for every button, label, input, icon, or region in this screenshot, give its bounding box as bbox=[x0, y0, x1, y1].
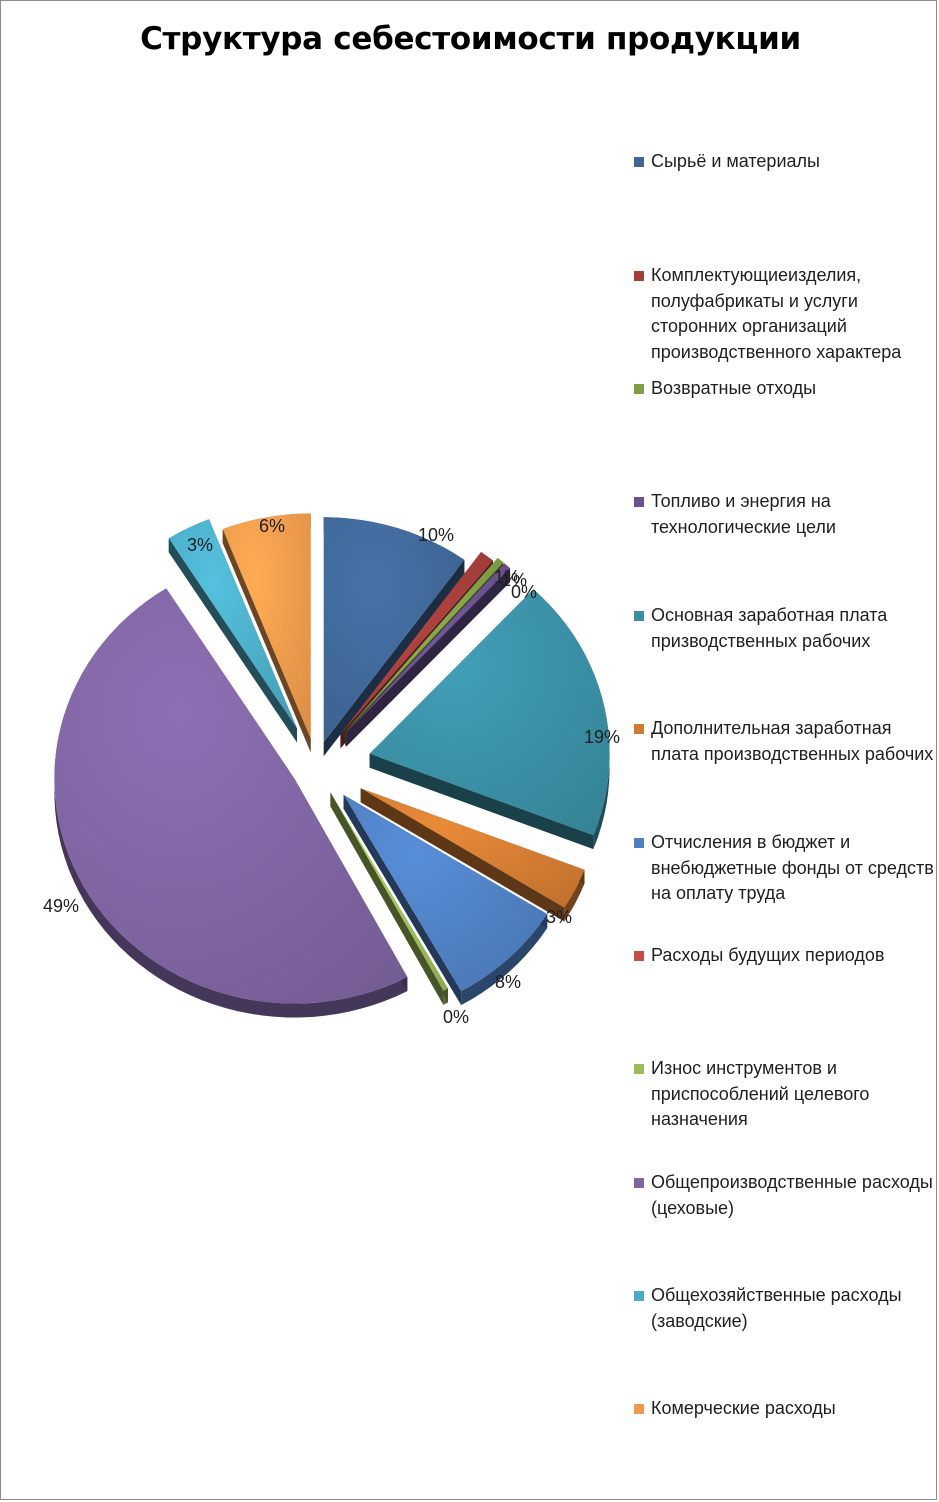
pie-slice-9 bbox=[330, 792, 448, 991]
data-label-12: 6% bbox=[259, 516, 285, 536]
legend-swatch bbox=[634, 951, 644, 961]
legend-swatch bbox=[634, 271, 644, 281]
data-label-11: 3% bbox=[187, 535, 213, 555]
legend-swatch bbox=[634, 1404, 644, 1414]
pie-chart: 10%1%1%0%19%3%8%0%49%3%6% bbox=[43, 513, 620, 1027]
legend-label: Отчисления в бюджет и внебюджетные фонды… bbox=[651, 832, 934, 903]
legend-label: Общехозяйственные расходы (заводские) bbox=[651, 1285, 902, 1331]
legend-label: Комерческие расходы bbox=[651, 1398, 836, 1418]
pie-slice-side bbox=[330, 792, 448, 1005]
data-label-3: 1% bbox=[501, 570, 527, 590]
pie-top-layer bbox=[54, 513, 610, 1004]
legend-swatch bbox=[634, 724, 644, 734]
legend-swatch bbox=[634, 1291, 644, 1301]
pie-slice-2 bbox=[340, 552, 493, 735]
data-labels: 10%1%1%0%19%3%8%0%49%3%6% bbox=[43, 516, 620, 1027]
data-label-1: 10% bbox=[418, 525, 454, 545]
data-label-7: 8% bbox=[495, 972, 521, 992]
legend-label: Комплектующиеизделия, полуфабрикаты и ус… bbox=[651, 265, 902, 362]
data-label-4: 0% bbox=[511, 582, 537, 602]
legend-swatch bbox=[634, 838, 644, 848]
legend: Сырьё и материалы Комплектующиеизделия, п… bbox=[634, 1, 934, 1501]
data-label-5: 19% bbox=[584, 727, 620, 747]
data-label-10: 49% bbox=[43, 896, 79, 916]
legend-label: Топливо и энергия на технологические цел… bbox=[651, 491, 836, 537]
legend-label: Основная заработная плата призводственны… bbox=[651, 605, 888, 651]
legend-label: Сырьё и материалы bbox=[651, 151, 820, 171]
pie-slice-3 bbox=[345, 558, 504, 732]
chart-title: Структура себестоимости продукции bbox=[140, 21, 801, 57]
pie-slice-1 bbox=[323, 517, 465, 743]
pie-slice-7 bbox=[343, 794, 548, 992]
pie-slice-10 bbox=[54, 588, 408, 1004]
pie-slice-5 bbox=[369, 589, 610, 836]
legend-label: Износ инструментов и приспособлений целе… bbox=[651, 1058, 870, 1129]
pie-slice-4 bbox=[346, 563, 511, 733]
legend-label: Дополнительная заработная плата производ… bbox=[651, 718, 934, 764]
pie-slice-6 bbox=[360, 788, 585, 908]
pie-slice-11 bbox=[168, 519, 297, 729]
data-label-6: 3% bbox=[546, 907, 572, 927]
legend-label: Расходы будущих периодов bbox=[651, 945, 885, 965]
legend-label: Возвратные отходы bbox=[651, 378, 817, 398]
pie-slice-12 bbox=[222, 513, 311, 739]
legend-swatch bbox=[634, 497, 644, 507]
legend-swatch bbox=[634, 384, 644, 394]
data-label-9: 0% bbox=[443, 1007, 469, 1027]
legend-swatch bbox=[634, 611, 644, 621]
legend-swatch bbox=[634, 1064, 644, 1074]
legend-swatch bbox=[634, 1178, 644, 1188]
legend-swatch bbox=[634, 157, 644, 167]
legend-label: Общепроизводственные расходы (цеховые) bbox=[651, 1172, 933, 1218]
data-label-2: 1% bbox=[494, 567, 520, 587]
